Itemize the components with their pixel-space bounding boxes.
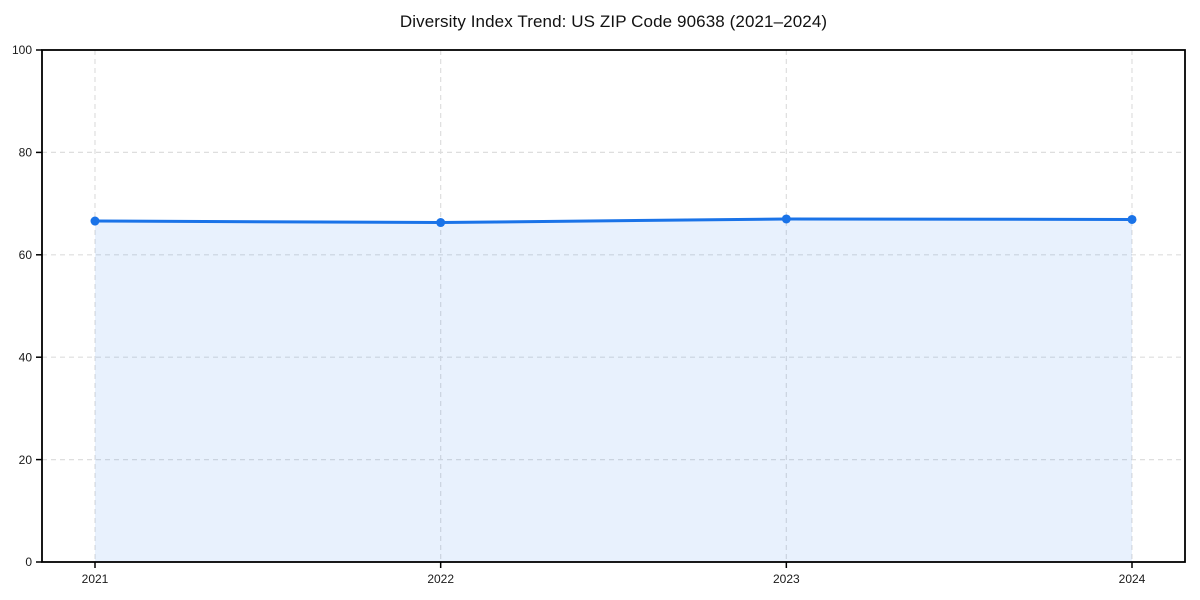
y-tick-label: 100 [12,43,32,57]
data-point [436,218,446,228]
x-tick-label: 2022 [427,572,454,586]
x-tick-label: 2024 [1119,572,1146,586]
x-tick-label: 2021 [82,572,109,586]
series-line [93,217,1134,225]
y-tick-label: 80 [19,146,33,160]
data-point [781,214,791,224]
y-tick-label: 40 [19,350,33,364]
chart-title: Diversity Index Trend: US ZIP Code 90638… [399,12,828,31]
y-tick-label: 0 [25,555,32,569]
x-tick-label: 2023 [773,572,800,586]
data-point [1127,214,1137,224]
y-tick-label: 20 [19,453,33,467]
plot-box-spines [41,49,1186,563]
data-point [90,216,100,226]
area-fill [95,218,1132,562]
y-tick-label: 60 [19,248,33,262]
